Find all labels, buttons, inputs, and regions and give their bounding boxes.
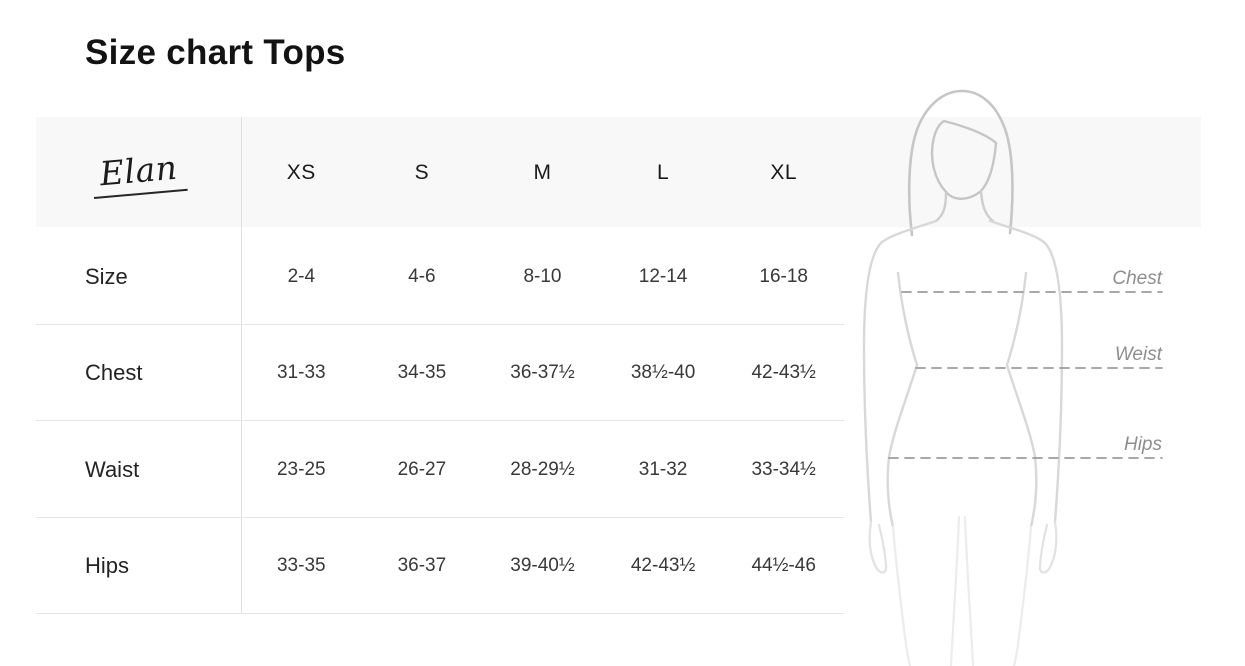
table-cell: 42-43½ [751,362,816,383]
figure-leg-right-inner [963,515,975,666]
table-vertical-divider [241,117,242,614]
body-figure: Chest Weist Hips [860,85,1245,666]
table-cell: 36-37½ [510,362,575,383]
table-cell: 12-14 [638,265,688,287]
table-cell: 23-25 [276,458,326,480]
row-label-chest: Chest [85,360,143,385]
size-table: Elan XS S M L XL Size 2-4 4-6 8-10 12-14… [36,117,844,614]
figure-arm-right [988,219,1064,524]
chest-label: Chest [1112,268,1162,289]
row-label-waist: Waist [85,456,140,482]
table-cell: 31-33 [276,362,326,383]
col-header-xs: XS [286,160,316,184]
figure-arm-left [862,219,938,524]
row-divider [36,324,844,325]
table-cell: 44½-46 [751,555,816,576]
table-cell: 33-35 [276,555,326,576]
row-label-size: Size [85,263,128,289]
figure-hand-right [1038,520,1058,574]
figure-hand-left [868,520,888,574]
table-cell: 4-6 [408,265,436,287]
table-cell: 28-29½ [510,458,575,480]
figure-hair [907,89,1014,237]
figure-leg-right-outer [1012,525,1033,666]
col-header-m: M [533,160,552,184]
table-cell: 34-35 [397,362,447,383]
table-cell: 2-4 [287,265,316,287]
figure-neck-right [979,189,995,223]
table-cell: 36-37 [397,555,447,576]
figure-torso-right [1005,271,1038,529]
table-cell: 16-18 [759,265,808,287]
table-cell: 26-27 [397,458,447,480]
figure-face [930,119,998,200]
col-header-s: S [414,160,430,184]
figure-torso-left [886,271,919,529]
brand-logo-cell: Elan [36,117,241,228]
brand-logo: Elan [89,146,188,199]
table-cell: 31-32 [638,458,688,480]
table-cell: 39-40½ [510,555,575,576]
waist-label: Weist [1115,344,1163,365]
row-label-hips: Hips [85,553,130,578]
table-cell: 8-10 [523,265,562,287]
figure-leg-left-inner [949,515,961,666]
row-divider [36,517,844,518]
col-header-xl: XL [770,160,798,184]
table-cell: 33-34½ [751,458,816,480]
row-divider [36,420,844,421]
figure-neck-left [934,191,948,223]
col-header-l: L [657,160,670,184]
hips-label: Hips [1124,434,1163,455]
figure-leg-left-outer [891,525,912,666]
table-bottom-border [36,613,844,614]
table-cell: 38½-40 [630,362,696,383]
table-cell: 42-43½ [630,555,696,576]
page-title: Size chart Tops [85,33,346,72]
